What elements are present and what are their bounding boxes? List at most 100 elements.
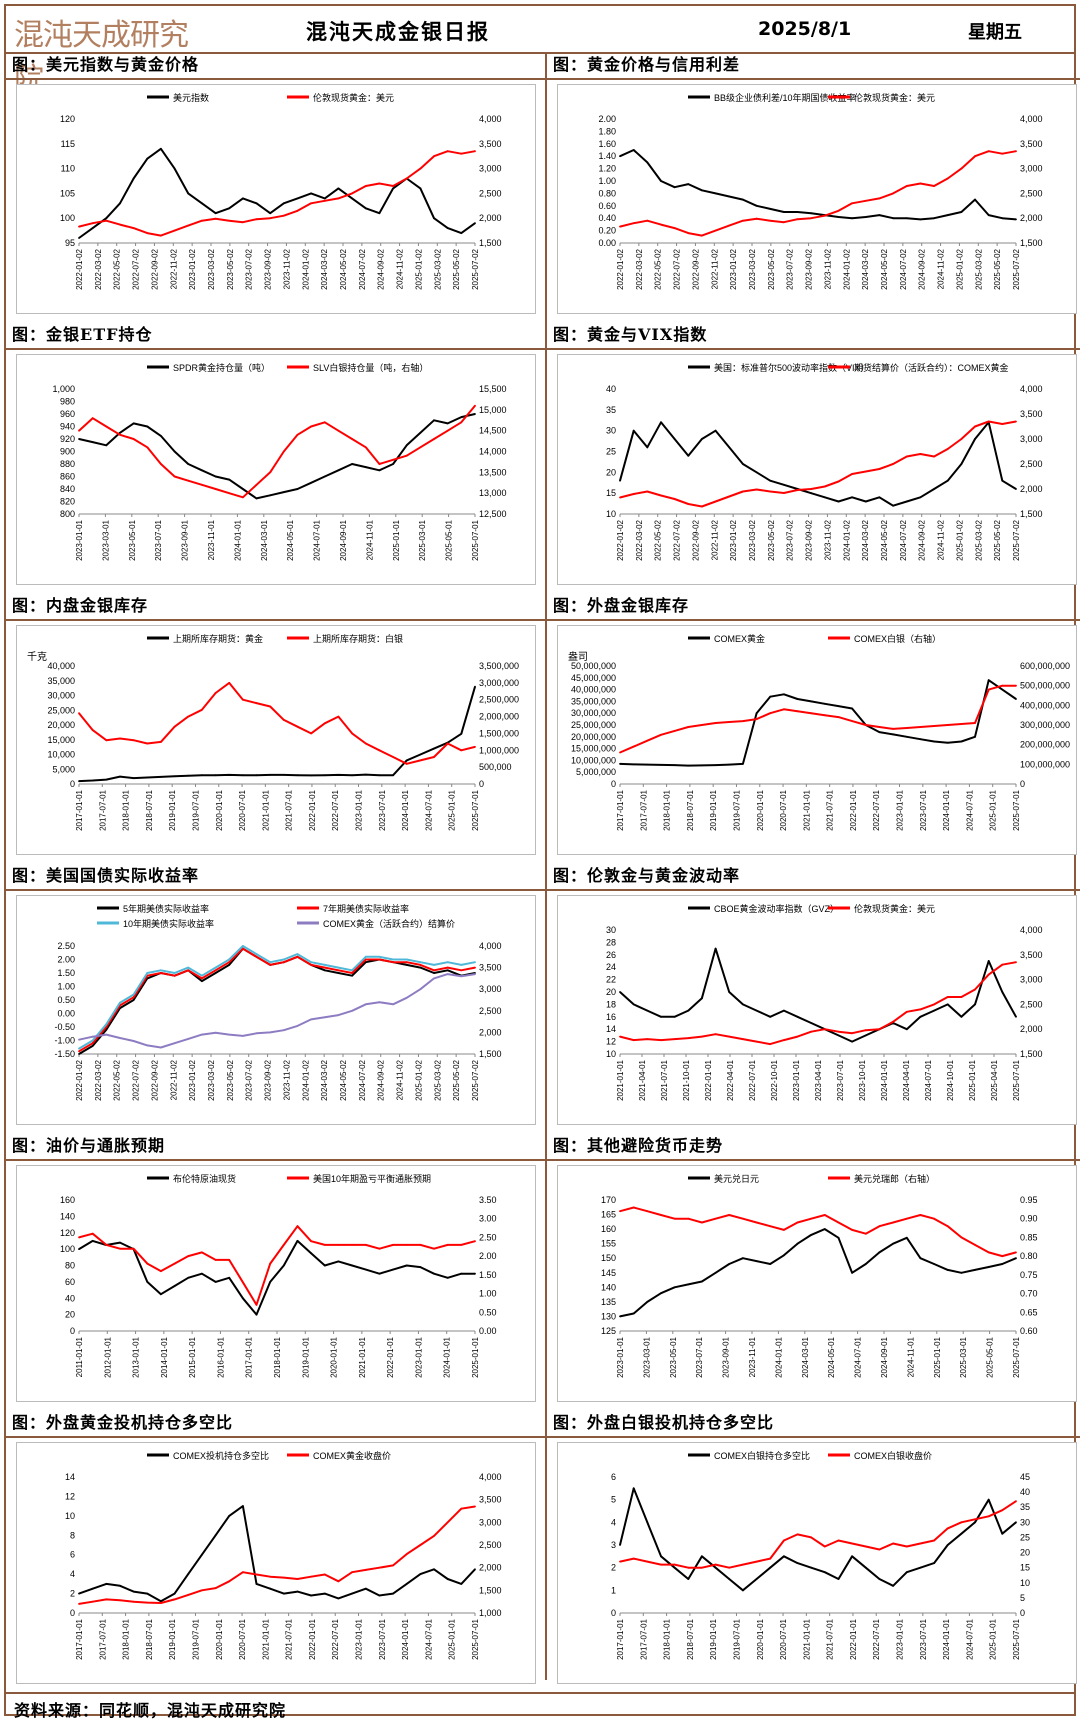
x-tick-label: 2025-03-02 bbox=[974, 519, 983, 560]
data-point bbox=[269, 961, 272, 964]
left-tick-label: 30 bbox=[606, 925, 616, 935]
right-tick-label: 13,500 bbox=[479, 467, 507, 477]
data-point bbox=[242, 1297, 244, 1300]
data-point bbox=[974, 198, 976, 201]
legend-item: COMEX黄金收盘价 bbox=[287, 1450, 391, 1461]
left-tick-label: 120 bbox=[60, 114, 75, 124]
right-tick-label: 0.80 bbox=[1020, 1251, 1038, 1261]
data-point bbox=[933, 455, 935, 458]
data-point bbox=[323, 1592, 326, 1595]
data-point bbox=[837, 209, 840, 212]
data-point bbox=[946, 177, 949, 180]
data-point bbox=[433, 977, 435, 980]
data-point bbox=[214, 692, 217, 694]
x-tick-label: 2025-01-01 bbox=[933, 1336, 942, 1377]
data-point bbox=[160, 776, 162, 778]
data-point bbox=[632, 763, 635, 766]
data-point bbox=[187, 1573, 190, 1575]
data-point bbox=[1001, 152, 1004, 155]
data-point bbox=[282, 774, 285, 776]
right-tick-label: 600,000,000 bbox=[1020, 661, 1070, 671]
data-point bbox=[646, 1210, 649, 1213]
data-point bbox=[755, 1040, 758, 1043]
data-point bbox=[323, 475, 326, 478]
left-tick-label: 5 bbox=[611, 1495, 616, 1505]
data-point bbox=[364, 961, 367, 964]
x-tick-label: 2025-07-02 bbox=[1012, 519, 1021, 560]
data-point bbox=[660, 764, 662, 766]
x-tick-label: 2013-01-01 bbox=[132, 1336, 141, 1377]
left-tick-label: 40,000,000 bbox=[571, 685, 616, 695]
data-point bbox=[1001, 1255, 1004, 1257]
data-point bbox=[132, 996, 135, 999]
data-point bbox=[269, 774, 272, 776]
data-point bbox=[714, 1563, 717, 1566]
left-tick-label: 25,000 bbox=[47, 705, 75, 715]
data-point bbox=[91, 1045, 94, 1047]
x-tick-label: 2024-05-02 bbox=[880, 519, 889, 560]
left-tick-label: 15,000,000 bbox=[571, 744, 616, 754]
data-point bbox=[905, 1028, 908, 1031]
data-point bbox=[769, 219, 772, 222]
data-point bbox=[687, 1578, 690, 1580]
data-point bbox=[105, 1244, 108, 1246]
left-tick-label: 1 bbox=[611, 1585, 616, 1595]
data-point bbox=[783, 483, 785, 486]
data-point bbox=[91, 1039, 94, 1042]
data-point bbox=[646, 1560, 649, 1563]
data-point bbox=[673, 1566, 676, 1569]
data-point bbox=[433, 217, 435, 220]
data-point bbox=[946, 724, 949, 726]
data-point bbox=[392, 756, 394, 758]
data-point bbox=[864, 216, 867, 218]
data-point bbox=[714, 229, 717, 232]
right-tick-label: 2,500 bbox=[479, 188, 502, 198]
data-point bbox=[905, 500, 908, 503]
x-tick-label: 2025-05-01 bbox=[445, 519, 454, 560]
data-point bbox=[255, 774, 258, 777]
data-point bbox=[673, 498, 676, 500]
svg-text:美国：标准普尔500波动率指数（VIX）: 美国：标准普尔500波动率指数（VIX） bbox=[714, 362, 870, 373]
data-point bbox=[337, 1260, 340, 1263]
data-point bbox=[783, 1539, 785, 1542]
data-point bbox=[687, 764, 690, 767]
data-point bbox=[837, 1578, 840, 1580]
data-point bbox=[378, 1594, 381, 1597]
data-point bbox=[405, 177, 408, 180]
right-tick-label: 1.00 bbox=[479, 1289, 497, 1299]
x-tick-label: 2024-07-01 bbox=[965, 1618, 974, 1659]
data-point bbox=[673, 1563, 676, 1566]
right-tick-label: 3.00 bbox=[479, 1214, 497, 1224]
data-point bbox=[160, 147, 162, 150]
x-tick-label: 2023-01-01 bbox=[896, 1618, 905, 1659]
data-point bbox=[960, 740, 963, 743]
data-point bbox=[160, 1046, 162, 1049]
legend-item: COMEX黄金（活跃合约）结算价 bbox=[297, 918, 455, 929]
x-tick-label: 2024-01-01 bbox=[880, 1059, 889, 1100]
data-point bbox=[878, 1578, 881, 1580]
data-point bbox=[146, 157, 149, 160]
data-point bbox=[728, 195, 731, 198]
data-point bbox=[173, 725, 176, 728]
svg-text:BB级企业债利差/10年期国债收益率: BB级企业债利差/10年期国债收益率 bbox=[714, 92, 856, 103]
data-point bbox=[255, 1573, 258, 1576]
data-point bbox=[673, 730, 676, 732]
right-tick-label: 40 bbox=[1020, 1487, 1030, 1497]
data-point bbox=[728, 1263, 731, 1265]
data-point bbox=[892, 1542, 894, 1545]
right-tick-label: 2,000,000 bbox=[479, 712, 519, 722]
x-tick-label: 2025-07-01 bbox=[1012, 1336, 1021, 1377]
data-point bbox=[201, 1033, 203, 1036]
x-tick-label: 2024-09-02 bbox=[918, 248, 927, 289]
x-tick-label: 2025-07-01 bbox=[1012, 1618, 1021, 1659]
x-tick-label: 2024-01-01 bbox=[401, 789, 410, 830]
left-tick-label: 160 bbox=[601, 1224, 616, 1234]
data-point bbox=[255, 1303, 258, 1306]
data-point bbox=[987, 1266, 990, 1268]
data-point bbox=[228, 958, 231, 961]
data-point bbox=[160, 234, 162, 237]
data-point bbox=[337, 469, 340, 472]
x-tick-label: 2025-05-02 bbox=[452, 248, 461, 289]
data-point bbox=[242, 1505, 244, 1507]
right-tick-label: 35 bbox=[1020, 1502, 1030, 1512]
